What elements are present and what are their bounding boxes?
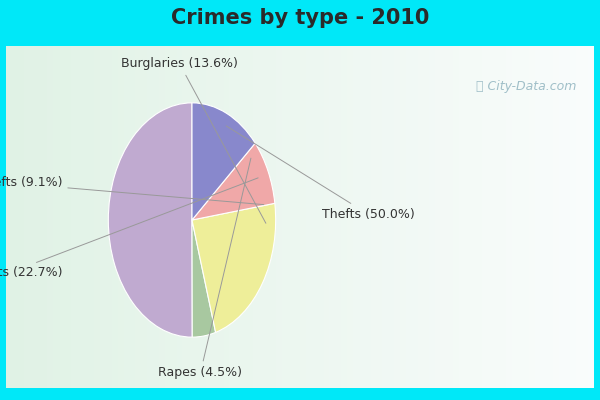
Wedge shape — [109, 103, 192, 337]
Wedge shape — [192, 143, 275, 220]
Wedge shape — [192, 103, 255, 220]
Wedge shape — [192, 203, 275, 332]
Text: Thefts (50.0%): Thefts (50.0%) — [226, 126, 415, 221]
Text: Crimes by type - 2010: Crimes by type - 2010 — [171, 8, 429, 28]
Text: Burglaries (13.6%): Burglaries (13.6%) — [121, 57, 266, 223]
Text: Auto thefts (9.1%): Auto thefts (9.1%) — [0, 176, 264, 205]
Text: Assaults (22.7%): Assaults (22.7%) — [0, 178, 258, 279]
Wedge shape — [192, 220, 215, 337]
Text: ⓘ City-Data.com: ⓘ City-Data.com — [476, 80, 577, 93]
Text: Rapes (4.5%): Rapes (4.5%) — [158, 158, 251, 380]
